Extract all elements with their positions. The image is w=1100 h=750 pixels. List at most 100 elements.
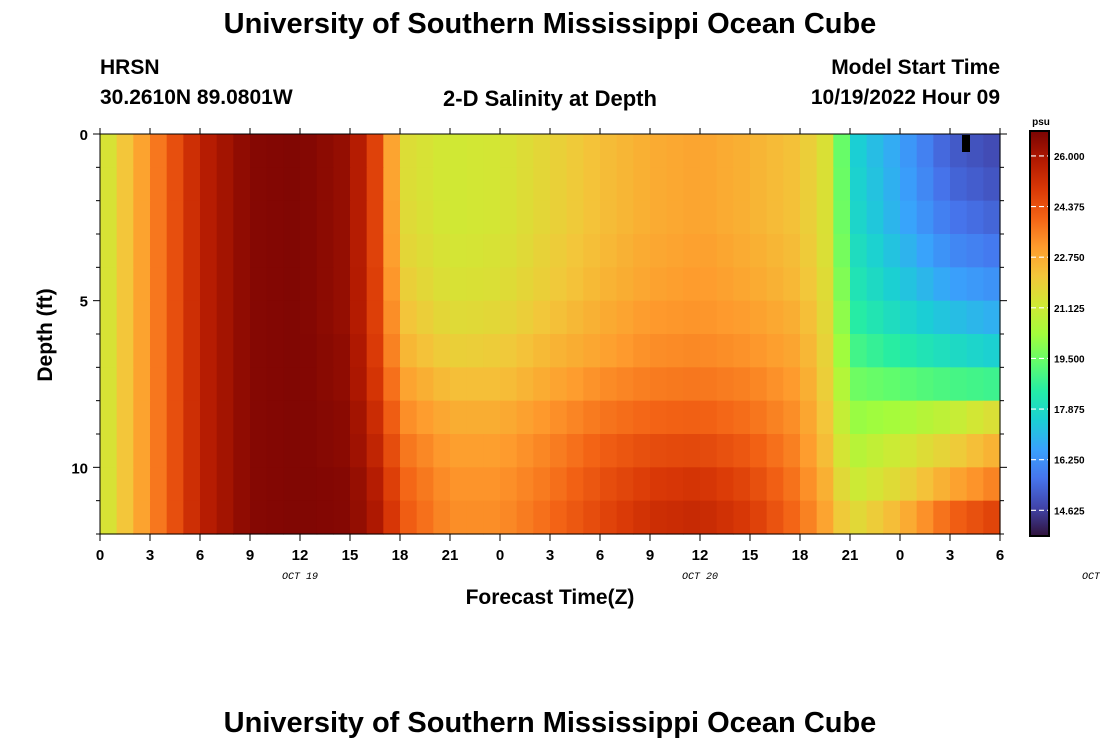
heatmap-cell bbox=[983, 300, 1001, 335]
heatmap-cell bbox=[233, 267, 251, 302]
heatmap-cell bbox=[283, 300, 301, 335]
heatmap-cell bbox=[116, 367, 134, 402]
heatmap-cell bbox=[183, 200, 201, 235]
heatmap-cell bbox=[333, 334, 351, 368]
heatmap-cell bbox=[383, 200, 401, 235]
heatmap-cell bbox=[633, 200, 651, 235]
heatmap-cell bbox=[566, 367, 584, 402]
heatmap-cell bbox=[616, 200, 634, 235]
heatmap-cell bbox=[850, 234, 868, 268]
heatmap-cell bbox=[166, 300, 184, 335]
heatmap-cell bbox=[750, 267, 768, 302]
x-tick-label: 3 bbox=[146, 547, 154, 564]
heatmap-cell bbox=[450, 267, 468, 302]
heatmap-cell bbox=[683, 234, 701, 268]
heatmap-cell bbox=[600, 500, 618, 535]
heatmap-cell bbox=[800, 200, 818, 235]
heatmap-cell bbox=[866, 300, 884, 335]
heatmap-cell bbox=[850, 500, 868, 535]
heatmap-cell bbox=[100, 400, 118, 435]
heatmap-cell bbox=[450, 134, 468, 168]
footer-title: University of Southern Mississippi Ocean… bbox=[223, 707, 877, 739]
heatmap-cell bbox=[533, 500, 551, 535]
heatmap-cell bbox=[233, 367, 251, 402]
heatmap-cell bbox=[850, 167, 868, 202]
heatmap-cell bbox=[750, 467, 768, 502]
heatmap-cell bbox=[816, 167, 834, 202]
heatmap-cell bbox=[400, 134, 418, 168]
heatmap-cell bbox=[550, 300, 568, 335]
heatmap-cell bbox=[650, 234, 668, 268]
heatmap-cell bbox=[166, 200, 184, 235]
heatmap-cell bbox=[600, 300, 618, 335]
heatmap-cell bbox=[500, 200, 518, 235]
heatmap-cell bbox=[300, 367, 318, 402]
heatmap-cell bbox=[800, 367, 818, 402]
heatmap-cell bbox=[850, 434, 868, 468]
heatmap-cell bbox=[250, 234, 268, 268]
heatmap-cell bbox=[100, 167, 118, 202]
heatmap-cell bbox=[983, 334, 1001, 368]
heatmap-cell bbox=[766, 267, 784, 302]
heatmap-cell bbox=[250, 367, 268, 402]
x-tick-label: 15 bbox=[742, 547, 759, 564]
heatmap-cell bbox=[483, 400, 501, 435]
heatmap-cell bbox=[866, 400, 884, 435]
heatmap-cell bbox=[750, 334, 768, 368]
heatmap-cell bbox=[200, 400, 218, 435]
heatmap-cell bbox=[900, 234, 918, 268]
heatmap-cell bbox=[583, 500, 601, 535]
heatmap-cell bbox=[516, 234, 534, 268]
heatmap-cell bbox=[966, 434, 984, 468]
heatmap-cell bbox=[200, 200, 218, 235]
heatmap-cell bbox=[350, 500, 368, 535]
heatmap-cell bbox=[850, 367, 868, 402]
heatmap-cell bbox=[433, 267, 451, 302]
heatmap-cell bbox=[950, 500, 968, 535]
heatmap-cell bbox=[750, 167, 768, 202]
heatmap-cell bbox=[566, 334, 584, 368]
heatmap-cell bbox=[866, 467, 884, 502]
heatmap-cell bbox=[633, 500, 651, 535]
x-tick-label: 0 bbox=[896, 547, 904, 564]
heatmap-cell bbox=[566, 234, 584, 268]
heatmap-cell bbox=[233, 200, 251, 235]
heatmap-cell bbox=[733, 300, 751, 335]
heatmap-cell bbox=[600, 200, 618, 235]
x-tick-label: 6 bbox=[596, 547, 604, 564]
heatmap-cell bbox=[350, 367, 368, 402]
heatmap-cell bbox=[216, 334, 234, 368]
heatmap-cell bbox=[883, 234, 901, 268]
heatmap-cell bbox=[850, 300, 868, 335]
heatmap-cell bbox=[433, 367, 451, 402]
heatmap-cell bbox=[433, 500, 451, 535]
heatmap-cell bbox=[866, 134, 884, 168]
heatmap-cell bbox=[800, 234, 818, 268]
heatmap-cell bbox=[266, 367, 284, 402]
heatmap-cell bbox=[700, 134, 718, 168]
heatmap-cell bbox=[100, 434, 118, 468]
heatmap-cell bbox=[933, 367, 951, 402]
heatmap-cell bbox=[516, 134, 534, 168]
heatmap-cell bbox=[666, 334, 684, 368]
heatmap-cell bbox=[983, 134, 1001, 168]
heatmap-cell bbox=[533, 334, 551, 368]
heatmap-cell bbox=[116, 167, 134, 202]
heatmap-cell bbox=[566, 267, 584, 302]
heatmap-cell bbox=[966, 134, 984, 168]
heatmap-cell bbox=[666, 234, 684, 268]
heatmap-cell bbox=[833, 500, 851, 535]
heatmap-cell bbox=[500, 300, 518, 335]
heatmap-cell bbox=[783, 134, 801, 168]
heatmap-cell bbox=[800, 434, 818, 468]
heatmap-cell bbox=[533, 200, 551, 235]
heatmap-cell bbox=[233, 234, 251, 268]
heatmap-cell bbox=[516, 434, 534, 468]
heatmap-cell bbox=[633, 434, 651, 468]
heatmap-cell bbox=[216, 167, 234, 202]
heatmap-cell bbox=[800, 467, 818, 502]
heatmap-cell bbox=[700, 500, 718, 535]
heatmap-cell bbox=[416, 267, 434, 302]
heatmap-cell bbox=[116, 434, 134, 468]
heatmap-cell bbox=[866, 200, 884, 235]
